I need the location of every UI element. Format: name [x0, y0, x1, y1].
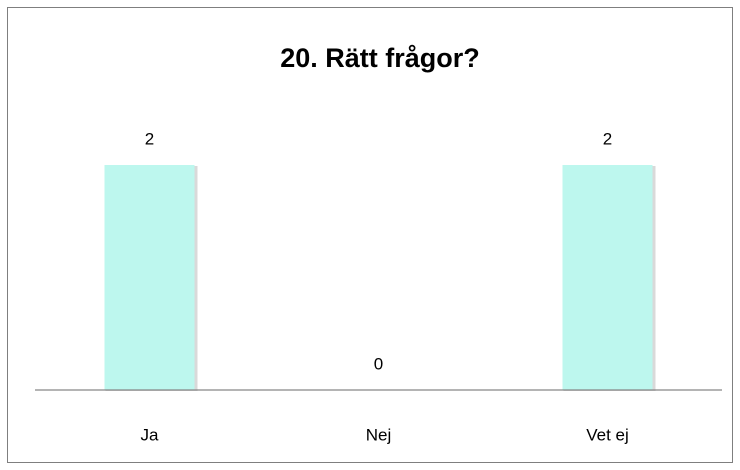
chart-title: 20. Rätt frågor?: [280, 43, 480, 73]
x-tick-label: Vet ej: [586, 425, 629, 444]
x-tick-label: Nej: [366, 425, 392, 444]
data-label: 2: [145, 129, 154, 148]
x-tick-label: Ja: [141, 425, 160, 444]
data-label: 2: [603, 129, 612, 148]
bar: [562, 165, 653, 390]
data-label: 0: [374, 354, 383, 373]
bar: [104, 165, 195, 390]
